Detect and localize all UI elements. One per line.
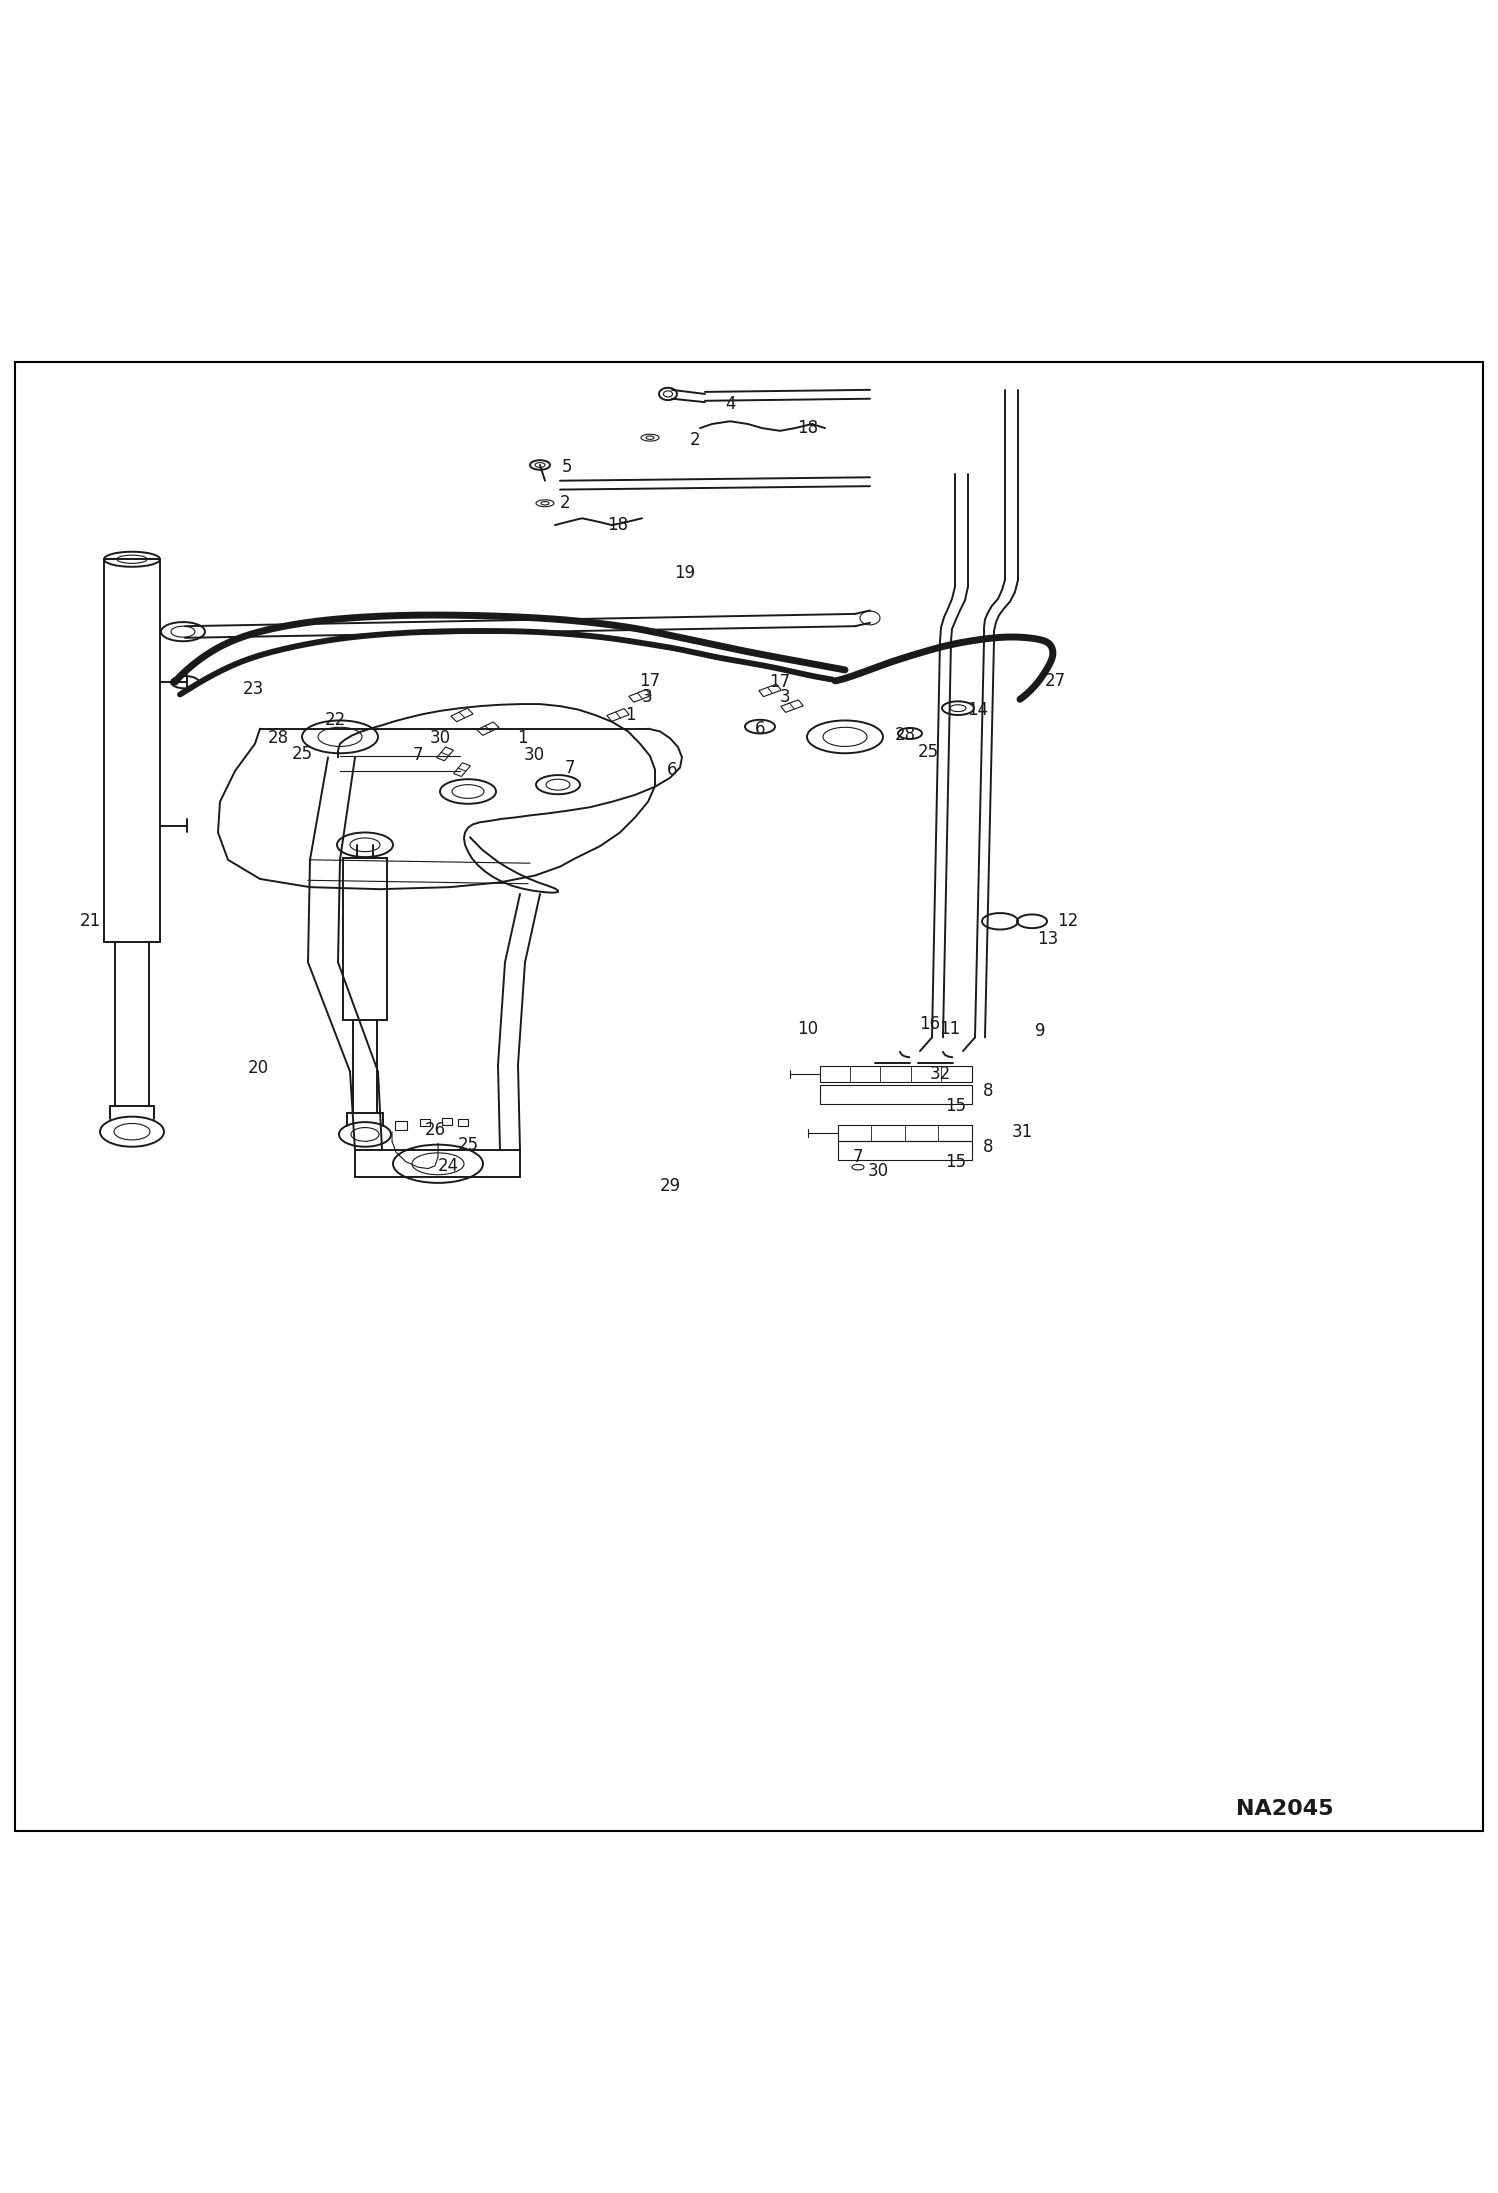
Text: 15: 15	[945, 1096, 966, 1114]
Text: 17: 17	[770, 673, 791, 691]
Text: 7: 7	[565, 759, 575, 776]
Text: 4: 4	[725, 395, 736, 412]
Text: 8: 8	[983, 1081, 993, 1099]
Text: 27: 27	[1044, 671, 1065, 691]
Text: 23: 23	[243, 680, 264, 697]
Text: 19: 19	[674, 564, 695, 581]
Bar	[395, 1121, 407, 1129]
Bar	[837, 1140, 972, 1160]
Text: 13: 13	[1038, 930, 1059, 947]
Text: 30: 30	[430, 730, 451, 748]
Text: 21: 21	[79, 912, 100, 930]
Text: 2: 2	[689, 430, 700, 450]
Text: 22: 22	[325, 711, 346, 728]
Bar	[837, 1125, 972, 1140]
Bar	[419, 1118, 430, 1127]
Text: 11: 11	[939, 1020, 960, 1037]
Text: 29: 29	[659, 1178, 680, 1195]
Text: 15: 15	[945, 1154, 966, 1171]
Text: 32: 32	[929, 1064, 951, 1083]
Text: 28: 28	[894, 726, 915, 743]
Bar	[442, 1118, 452, 1125]
Bar	[458, 1118, 467, 1127]
Text: 30: 30	[523, 746, 545, 763]
Text: 25: 25	[457, 1136, 478, 1154]
Text: 1: 1	[517, 730, 527, 748]
Text: 1: 1	[625, 706, 635, 724]
Text: 7: 7	[852, 1147, 863, 1167]
Text: 3: 3	[641, 689, 652, 706]
Bar	[819, 1066, 972, 1083]
Text: 6: 6	[667, 761, 677, 779]
Text: 10: 10	[797, 1020, 818, 1037]
Text: 6: 6	[755, 719, 765, 737]
Text: 5: 5	[562, 458, 572, 476]
Text: 20: 20	[247, 1059, 268, 1077]
Text: 25: 25	[292, 746, 313, 763]
Text: 2: 2	[560, 493, 571, 513]
Text: 16: 16	[920, 1015, 941, 1033]
Text: 12: 12	[1058, 912, 1079, 930]
Bar	[819, 1086, 972, 1105]
Text: 18: 18	[797, 419, 818, 436]
Text: 17: 17	[640, 671, 661, 691]
Text: 7: 7	[413, 746, 424, 763]
Text: NA2045: NA2045	[1236, 1798, 1333, 1820]
Text: 14: 14	[968, 700, 989, 719]
Text: 26: 26	[424, 1121, 445, 1138]
Text: 28: 28	[268, 730, 289, 748]
Text: 8: 8	[983, 1138, 993, 1156]
Text: 24: 24	[437, 1158, 458, 1175]
Text: 30: 30	[867, 1162, 888, 1180]
Text: 18: 18	[607, 515, 629, 535]
Text: 3: 3	[779, 689, 791, 706]
Text: 31: 31	[1011, 1123, 1032, 1140]
Text: 9: 9	[1035, 1022, 1046, 1039]
Text: 25: 25	[917, 743, 939, 761]
